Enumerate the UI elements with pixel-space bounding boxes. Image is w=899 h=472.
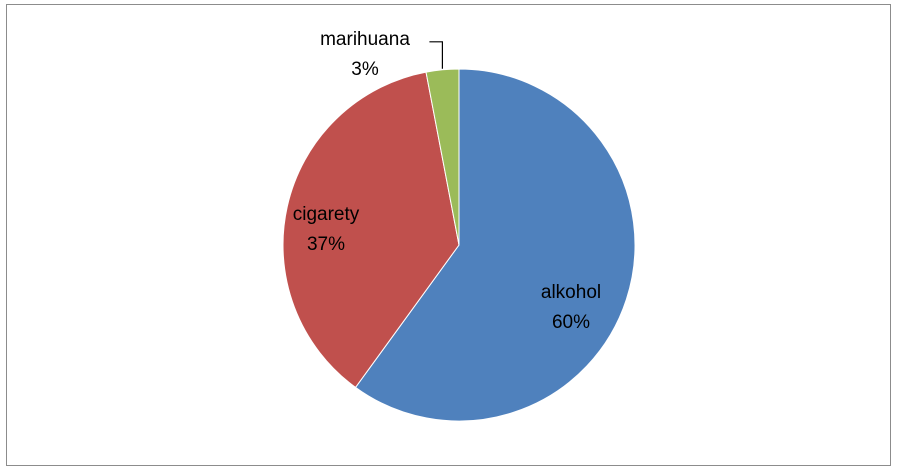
slice-label-marihuana: marihuana xyxy=(320,29,410,50)
slice-percent-marihuana: 3% xyxy=(351,59,379,80)
leader-lines xyxy=(429,41,443,69)
slice-percent-alkohol: 60% xyxy=(552,312,590,333)
slice-labels: alkohol 60% cigarety 37% marihuana 3% xyxy=(293,29,601,333)
pie-slice-alkohol xyxy=(354,68,636,422)
slice-label-alkohol: alkohol xyxy=(541,282,601,303)
pie-slice-cigarety xyxy=(282,71,460,389)
leader-line-marihuana xyxy=(429,41,443,69)
slice-percent-cigarety: 37% xyxy=(307,234,345,255)
slice-label-cigarety: cigarety xyxy=(293,204,360,225)
pie-slice-marihuana xyxy=(425,68,460,246)
pie-slices xyxy=(282,68,636,422)
